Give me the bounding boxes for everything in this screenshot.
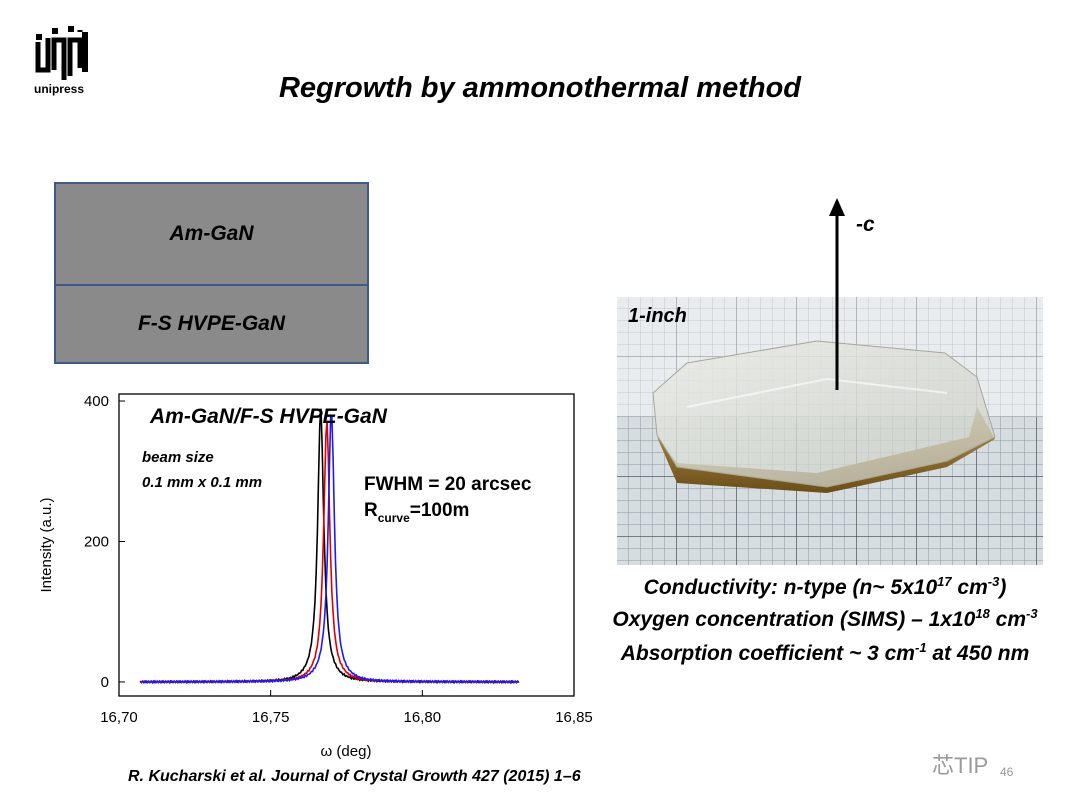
conductivity-exponent: 17 [937,574,952,589]
y-tick-label: 400 [84,393,109,410]
series-line-3 [139,413,520,685]
layer-am-gan-label: Am-GaN [169,222,254,245]
fwhm-annotation: FWHM = 20 arcsec [364,474,532,495]
layer-am-gan: Am-GaN [54,182,369,286]
series-lines [139,408,520,685]
conductivity-unit: cm [951,576,988,599]
absorption-end: at 450 nm [926,642,1030,665]
rcurve-annotation: Rcurve=100m [364,500,469,525]
conductivity-line: Conductivity: n-type (n~ 5x1017 cm-3) [560,574,1080,600]
rcurve-suffix: =100m [409,500,470,521]
oxygen-line: Oxygen concentration (SIMS) – 1x1018 cm-… [560,606,1080,632]
beam-size-value: 0.1 mm x 0.1 mm [142,474,263,491]
y-axis-ticks: 0 200 400 [84,393,125,691]
x-tick-label: 16,75 [252,709,290,726]
x-tick-label: 16,85 [555,709,593,726]
oxygen-text: Oxygen concentration (SIMS) – 1x10 [612,608,976,631]
rcurve-prefix: R [364,500,378,521]
absorption-text: Absorption coefficient ~ 3 cm [620,642,915,665]
page-number: 46 [1000,765,1014,779]
y-tick-label: 0 [101,674,109,691]
y-axis-label: Intensity (a.u.) [38,497,55,592]
beam-size-label: beam size [142,449,214,466]
crystal-top [652,340,996,488]
oxygen-unit-exponent: -3 [1026,606,1038,621]
conductivity-unit-exponent: -3 [987,574,1000,589]
plot-frame [118,393,575,697]
slide-title: Regrowth by ammonothermal method [278,72,802,104]
oxygen-exponent: 18 [975,606,990,621]
logo-text: unipress [33,82,84,96]
conductivity-text: Conductivity: n-type (n~ 5x10 [643,576,938,599]
xrd-rocking-curve-chart: 16,70 16,75 16,80 16,85 0 200 400 ω (deg) Int… [38,393,593,760]
conductivity-end: ) [999,576,1007,599]
x-axis-ticks: 16,70 16,75 16,80 16,85 [100,690,593,726]
wechat-watermark: 芯TIP [932,753,989,778]
citation: R. Kucharski et al. Journal of Crystal G… [128,768,581,785]
chart-title: Am-GaN/F-S HVPE-GaN [150,405,387,428]
unipress-logo [35,26,88,80]
layer-hvpe-gan: F-S HVPE-GaN [54,284,369,364]
absorption-exponent: -1 [914,640,927,655]
layer-hvpe-gan-label: F-S HVPE-GaN [137,312,286,335]
y-tick-label: 200 [84,533,109,550]
size-label: 1-inch [628,305,687,327]
x-tick-label: 16,70 [100,709,138,726]
c-axis-arrow-icon [829,198,845,390]
crystal-photo [617,297,1043,565]
absorption-line: Absorption coefficient ~ 3 cm-1 at 450 n… [560,640,1080,666]
oxygen-unit: cm [989,608,1027,631]
x-axis-label: ω (deg) [321,743,372,760]
rcurve-subscript: curve [377,511,410,525]
c-axis-label: -c [856,213,875,236]
x-tick-label: 16,80 [404,709,442,726]
